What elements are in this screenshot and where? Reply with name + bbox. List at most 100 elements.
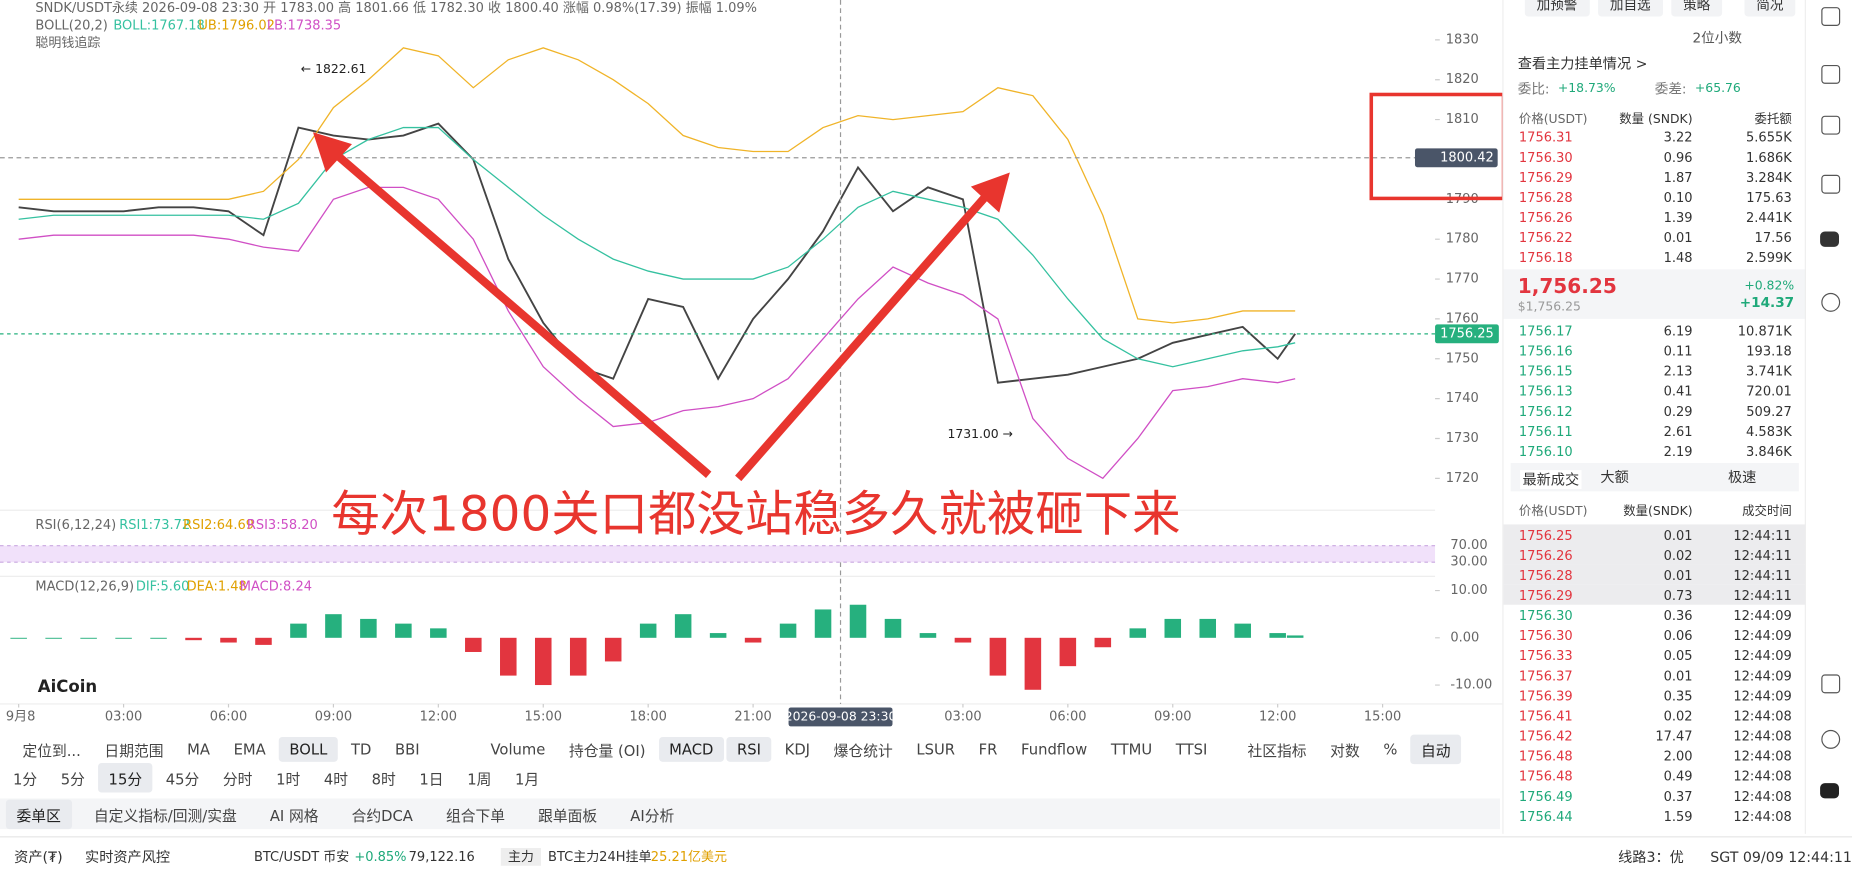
top-button[interactable]: 加自选	[1598, 0, 1663, 16]
macd-bar	[150, 637, 167, 639]
ask-cell: 5.655K	[1746, 129, 1792, 146]
trade-cell: 12:44:11	[1733, 568, 1792, 584]
trades-tab[interactable]: 极速	[1727, 468, 1757, 486]
toolbar-item[interactable]: 合约DCA	[351, 806, 413, 824]
bid-cell: 1756.12	[1518, 403, 1573, 420]
mid-bg	[1503, 269, 1806, 319]
toolbar-item[interactable]: 1月	[514, 769, 540, 788]
toolbar-item[interactable]: TD	[350, 739, 372, 758]
toolbar-item[interactable]: TTMU	[1110, 739, 1153, 758]
macd-bar	[220, 637, 237, 643]
toolbar-item[interactable]: BBI	[394, 739, 420, 758]
icon[interactable]	[1821, 292, 1841, 312]
extreme-label: 1731.00 →	[947, 426, 1013, 441]
ask-cell: 3.22	[1663, 129, 1693, 146]
toolbar-item[interactable]: BOLL	[278, 736, 338, 762]
toolbar-item[interactable]: MACD	[658, 736, 725, 762]
bid-cell: 2.13	[1663, 363, 1693, 380]
icon[interactable]	[1820, 783, 1840, 799]
toolbar-item[interactable]: AI分析	[630, 806, 675, 824]
toolbar-item[interactable]: 委单区	[5, 799, 72, 829]
toolbar-item[interactable]: MA	[187, 739, 210, 758]
trade-cell: 0.73	[1663, 588, 1693, 604]
icon[interactable]	[1821, 674, 1841, 694]
trade-cell: 12:44:11	[1733, 527, 1792, 544]
toolbar-item[interactable]: FR	[978, 739, 998, 758]
diff-label: 委差:	[1654, 80, 1687, 97]
rsi3: RSI3:58.20	[247, 518, 318, 533]
toolbar-item[interactable]: 8时	[371, 769, 396, 788]
toolbar-item[interactable]: 分时	[222, 769, 253, 788]
last-price-label: 1756.25	[1440, 326, 1494, 341]
toolbar-item[interactable]: 1分	[12, 769, 38, 788]
toolbar-item[interactable]: TTSI	[1175, 739, 1208, 758]
toolbar-item[interactable]: Volume	[490, 739, 546, 758]
x-tick-label: 15:00	[1364, 709, 1401, 724]
bid-cell: 3.846K	[1746, 444, 1792, 460]
toolbar-item[interactable]: 爆仓统计	[833, 741, 893, 759]
toolbar-item[interactable]: AI 网格	[269, 806, 319, 824]
annotation-arrows	[312, 132, 1010, 482]
toolbar-item[interactable]: 1周	[467, 769, 492, 788]
icon[interactable]	[1821, 64, 1841, 84]
x-tick-label: 12:00	[420, 709, 457, 724]
icon[interactable]	[1821, 7, 1841, 26]
toolbar-item[interactable]: 15分	[97, 762, 153, 792]
toolbar-item[interactable]: 对数	[1330, 741, 1360, 759]
boll-low: LB:1738.35	[267, 18, 341, 33]
ask-cell: 3.284K	[1746, 170, 1792, 186]
icon[interactable]	[1821, 115, 1841, 135]
change-pct: +0.82%	[1744, 278, 1795, 293]
trade-cell: 0.01	[1663, 568, 1693, 584]
top-button[interactable]: 简况	[1744, 0, 1796, 16]
toolbar-item[interactable]: 自定义指标/回测/实盘	[93, 806, 237, 824]
toolbar-item[interactable]: 持仓量 (OI)	[569, 741, 646, 759]
extreme-label: ← 1822.61	[301, 61, 367, 76]
last-price-box	[1435, 324, 1499, 344]
toolbar-item[interactable]: 5分	[60, 769, 85, 788]
trades-tab[interactable]: 大额	[1600, 468, 1629, 486]
ask-cell: 1756.29	[1518, 170, 1573, 186]
trade-cell: 17.47	[1655, 728, 1693, 745]
trade-highlight	[1503, 564, 1806, 585]
trade-cell: 1756.30	[1518, 628, 1573, 644]
trade-cell: 1756.39	[1518, 688, 1573, 704]
icon[interactable]	[1821, 729, 1841, 749]
toolbar-item[interactable]: EMA	[233, 739, 266, 758]
trade-cell: 2.00	[1663, 748, 1693, 765]
toolbar-item[interactable]: 4时	[323, 769, 349, 788]
macd-bar	[849, 604, 867, 638]
toolbar-item[interactable]: 跟单面板	[538, 806, 598, 824]
toolbar-item[interactable]: 1日	[419, 769, 444, 788]
trades-tab[interactable]: 最新成交	[1520, 470, 1582, 489]
toolbar-item[interactable]: 社区指标	[1247, 741, 1307, 759]
macd-bar	[1269, 633, 1286, 638]
top-button[interactable]: 策略	[1671, 0, 1723, 16]
icon[interactable]	[1821, 174, 1841, 194]
macd-bar	[465, 637, 482, 652]
toolbar-item[interactable]: 1时	[276, 769, 301, 788]
boll-up: UB:1796.02	[198, 18, 274, 33]
icon[interactable]	[1820, 231, 1840, 247]
status-line: 线路3：优	[1618, 849, 1684, 866]
macd-bar	[884, 618, 902, 638]
toolbar-item[interactable]: KDJ	[784, 739, 811, 758]
macd-bar	[255, 637, 272, 645]
x-tick-label: 09:00	[1154, 709, 1191, 724]
toolbar-item[interactable]: 45分	[165, 769, 200, 788]
macd-bar	[744, 637, 762, 643]
toolbar-item[interactable]: 自动	[1410, 734, 1462, 764]
toolbar-item[interactable]: %	[1383, 739, 1398, 758]
toolbar-item[interactable]: 组合下单	[445, 806, 506, 824]
toolbar-item[interactable]: RSI	[726, 736, 772, 762]
top-button[interactable]: 加预警	[1524, 0, 1590, 16]
toolbar-item[interactable]: 定位到...	[22, 741, 81, 759]
trade-cell: 0.01	[1663, 527, 1693, 544]
trade-cell: 1756.42	[1518, 728, 1573, 745]
toolbar-item[interactable]: LSUR	[916, 739, 956, 758]
macd-bar	[325, 614, 342, 638]
toolbar-item[interactable]: 日期范围	[104, 741, 164, 759]
bid-cell: 6.19	[1663, 323, 1693, 339]
toolbar-item[interactable]: Fundflow	[1021, 739, 1088, 758]
